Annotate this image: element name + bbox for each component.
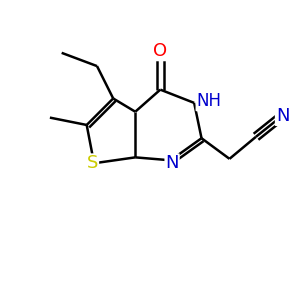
Text: N: N xyxy=(165,154,179,172)
Text: S: S xyxy=(87,154,98,172)
Text: NH: NH xyxy=(196,92,221,110)
Text: N: N xyxy=(276,107,289,125)
Text: O: O xyxy=(153,42,167,60)
